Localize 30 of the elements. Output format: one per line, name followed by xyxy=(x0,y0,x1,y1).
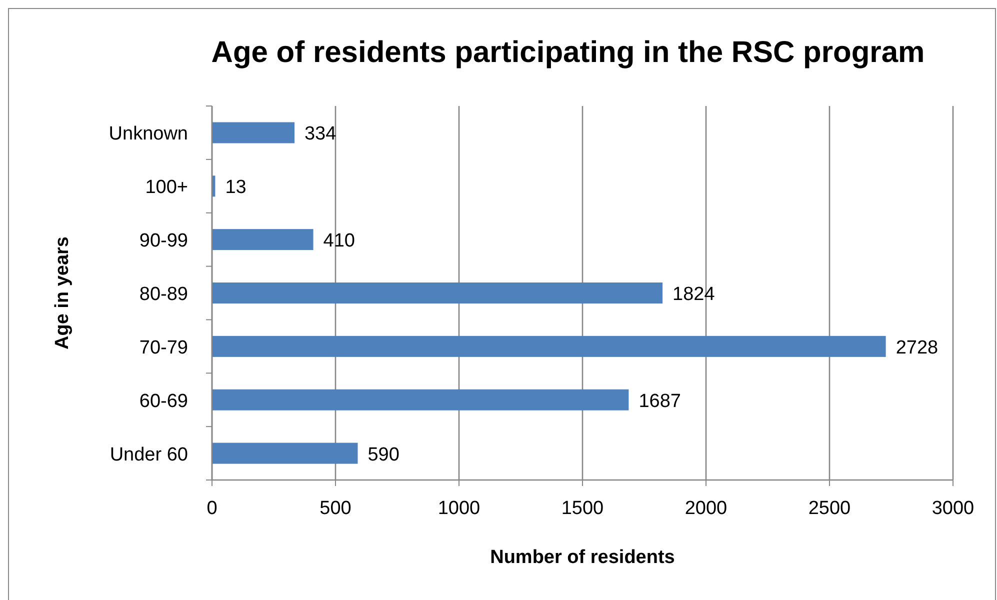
bar xyxy=(212,336,886,357)
data-label: 334 xyxy=(304,124,337,145)
y-tick-label: 80-89 xyxy=(139,284,188,305)
bar xyxy=(212,389,629,410)
x-tick-label: 2000 xyxy=(684,498,728,519)
y-tick-label: 70-79 xyxy=(139,337,188,358)
x-tick-label: 3000 xyxy=(932,498,974,519)
x-tick-label: 1500 xyxy=(561,498,604,519)
x-tick-label: 1000 xyxy=(438,498,480,519)
data-label: 13 xyxy=(225,177,246,198)
bar xyxy=(212,442,358,464)
chart-title: Age of residents participating in the RSC program xyxy=(211,36,925,69)
x-tick-label: 2500 xyxy=(808,498,851,519)
y-tick-label: 60-69 xyxy=(139,390,188,412)
y-tick-label: Unknown xyxy=(108,124,188,145)
data-label: 410 xyxy=(323,230,355,252)
y-axis-title: Age in years xyxy=(52,236,73,350)
y-tick-label: 100+ xyxy=(145,177,188,198)
x-axis-title: Number of residents xyxy=(490,547,675,568)
data-label: 2728 xyxy=(896,337,938,358)
y-tick-label: Under 60 xyxy=(110,444,188,466)
data-label: 590 xyxy=(368,444,400,466)
data-label: 1824 xyxy=(672,284,716,305)
bar xyxy=(212,229,314,250)
x-tick-label: 500 xyxy=(320,498,352,519)
x-tick-label: 0 xyxy=(206,498,218,519)
data-label: 1687 xyxy=(638,390,681,412)
bar xyxy=(212,282,663,304)
bar xyxy=(212,122,294,144)
y-tick-label: 90-99 xyxy=(139,230,188,252)
